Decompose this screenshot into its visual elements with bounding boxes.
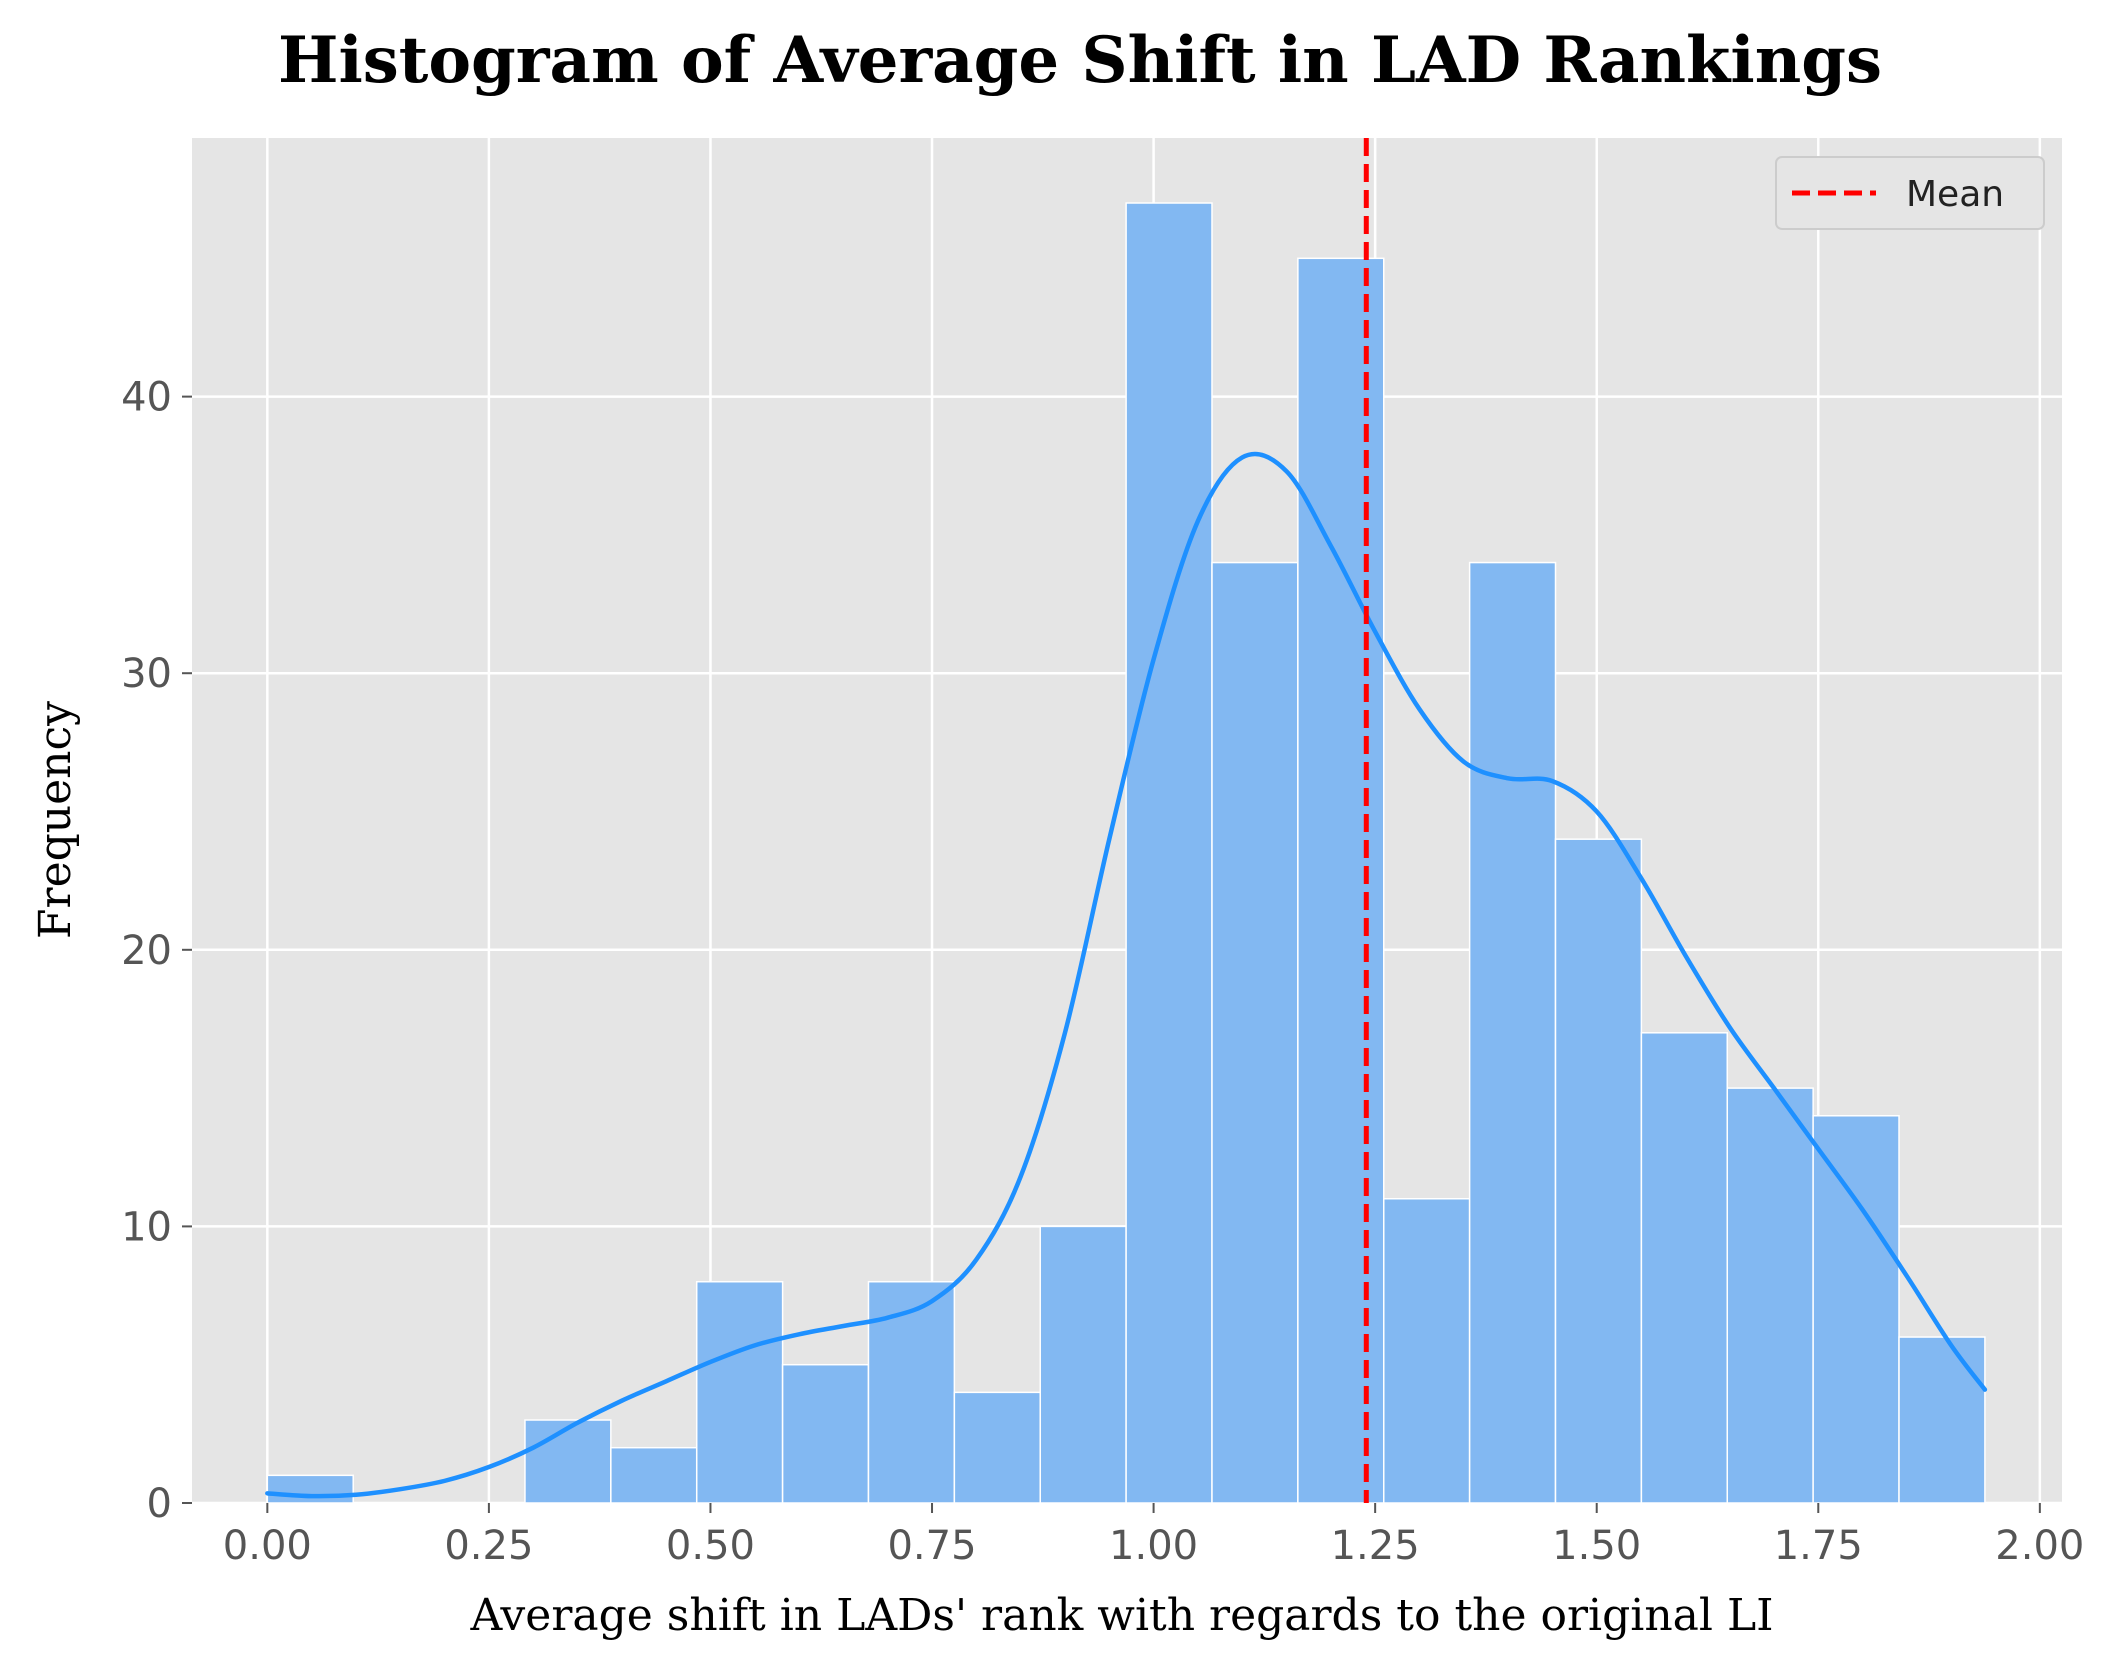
x-tick-label: 0.50 xyxy=(666,1523,755,1569)
histogram-bar xyxy=(610,1446,698,1504)
histogram-bar xyxy=(266,1474,354,1504)
y-tick-label: 30 xyxy=(121,651,172,697)
histogram-bar xyxy=(1382,1197,1471,1504)
x-tick-label: 0.25 xyxy=(444,1523,533,1569)
chart-title: Histogram of Average Shift in LAD Rankin… xyxy=(278,23,1882,98)
kde-line xyxy=(265,451,1988,1499)
x-tick-label: 1.00 xyxy=(1109,1523,1198,1569)
legend: Mean xyxy=(1775,156,2045,230)
x-tick-label: 1.75 xyxy=(1774,1523,1863,1569)
histogram-bar xyxy=(1297,257,1385,1504)
kde-curve xyxy=(265,451,1988,1499)
histogram-bar xyxy=(1898,1336,1986,1504)
y-axis-ticks: 0 10 20 30 40 xyxy=(121,375,192,1527)
legend-box xyxy=(1775,156,2045,230)
histogram-bar xyxy=(867,1280,956,1504)
histogram-bar xyxy=(1726,1087,1814,1504)
histogram-bar xyxy=(953,1391,1041,1504)
x-tick-label: 0.75 xyxy=(887,1523,976,1569)
y-axis-label: Frequency xyxy=(30,701,81,939)
histogram-bar xyxy=(1812,1115,1900,1504)
histogram-bar xyxy=(1211,561,1299,1504)
histogram-bar xyxy=(1554,838,1643,1504)
histogram-bar xyxy=(781,1363,870,1504)
x-tick-label: 0.00 xyxy=(223,1523,312,1569)
x-tick-label: 2.00 xyxy=(1995,1523,2084,1569)
x-axis-label: Average shift in LADs' rank with regards… xyxy=(469,1590,1773,1641)
histogram-bar xyxy=(1125,202,1213,1504)
histogram-bar xyxy=(1039,1225,1127,1504)
histogram-bar xyxy=(695,1280,784,1504)
x-axis-ticks: 0.00 0.25 0.50 0.75 1.00 1.25 1.50 1.75 2.00 xyxy=(223,1503,2084,1569)
y-tick-label: 0 xyxy=(147,1481,172,1527)
histogram-bar xyxy=(1640,1032,1729,1504)
histogram-bar xyxy=(524,1419,612,1504)
legend-mean-label: Mean xyxy=(1906,174,2004,215)
y-tick-label: 40 xyxy=(121,375,172,421)
x-tick-label: 1.50 xyxy=(1552,1523,1641,1569)
x-tick-label: 1.25 xyxy=(1331,1523,1420,1569)
histogram-bar xyxy=(1468,561,1557,1504)
y-tick-label: 10 xyxy=(121,1204,172,1250)
y-tick-label: 20 xyxy=(121,928,172,974)
